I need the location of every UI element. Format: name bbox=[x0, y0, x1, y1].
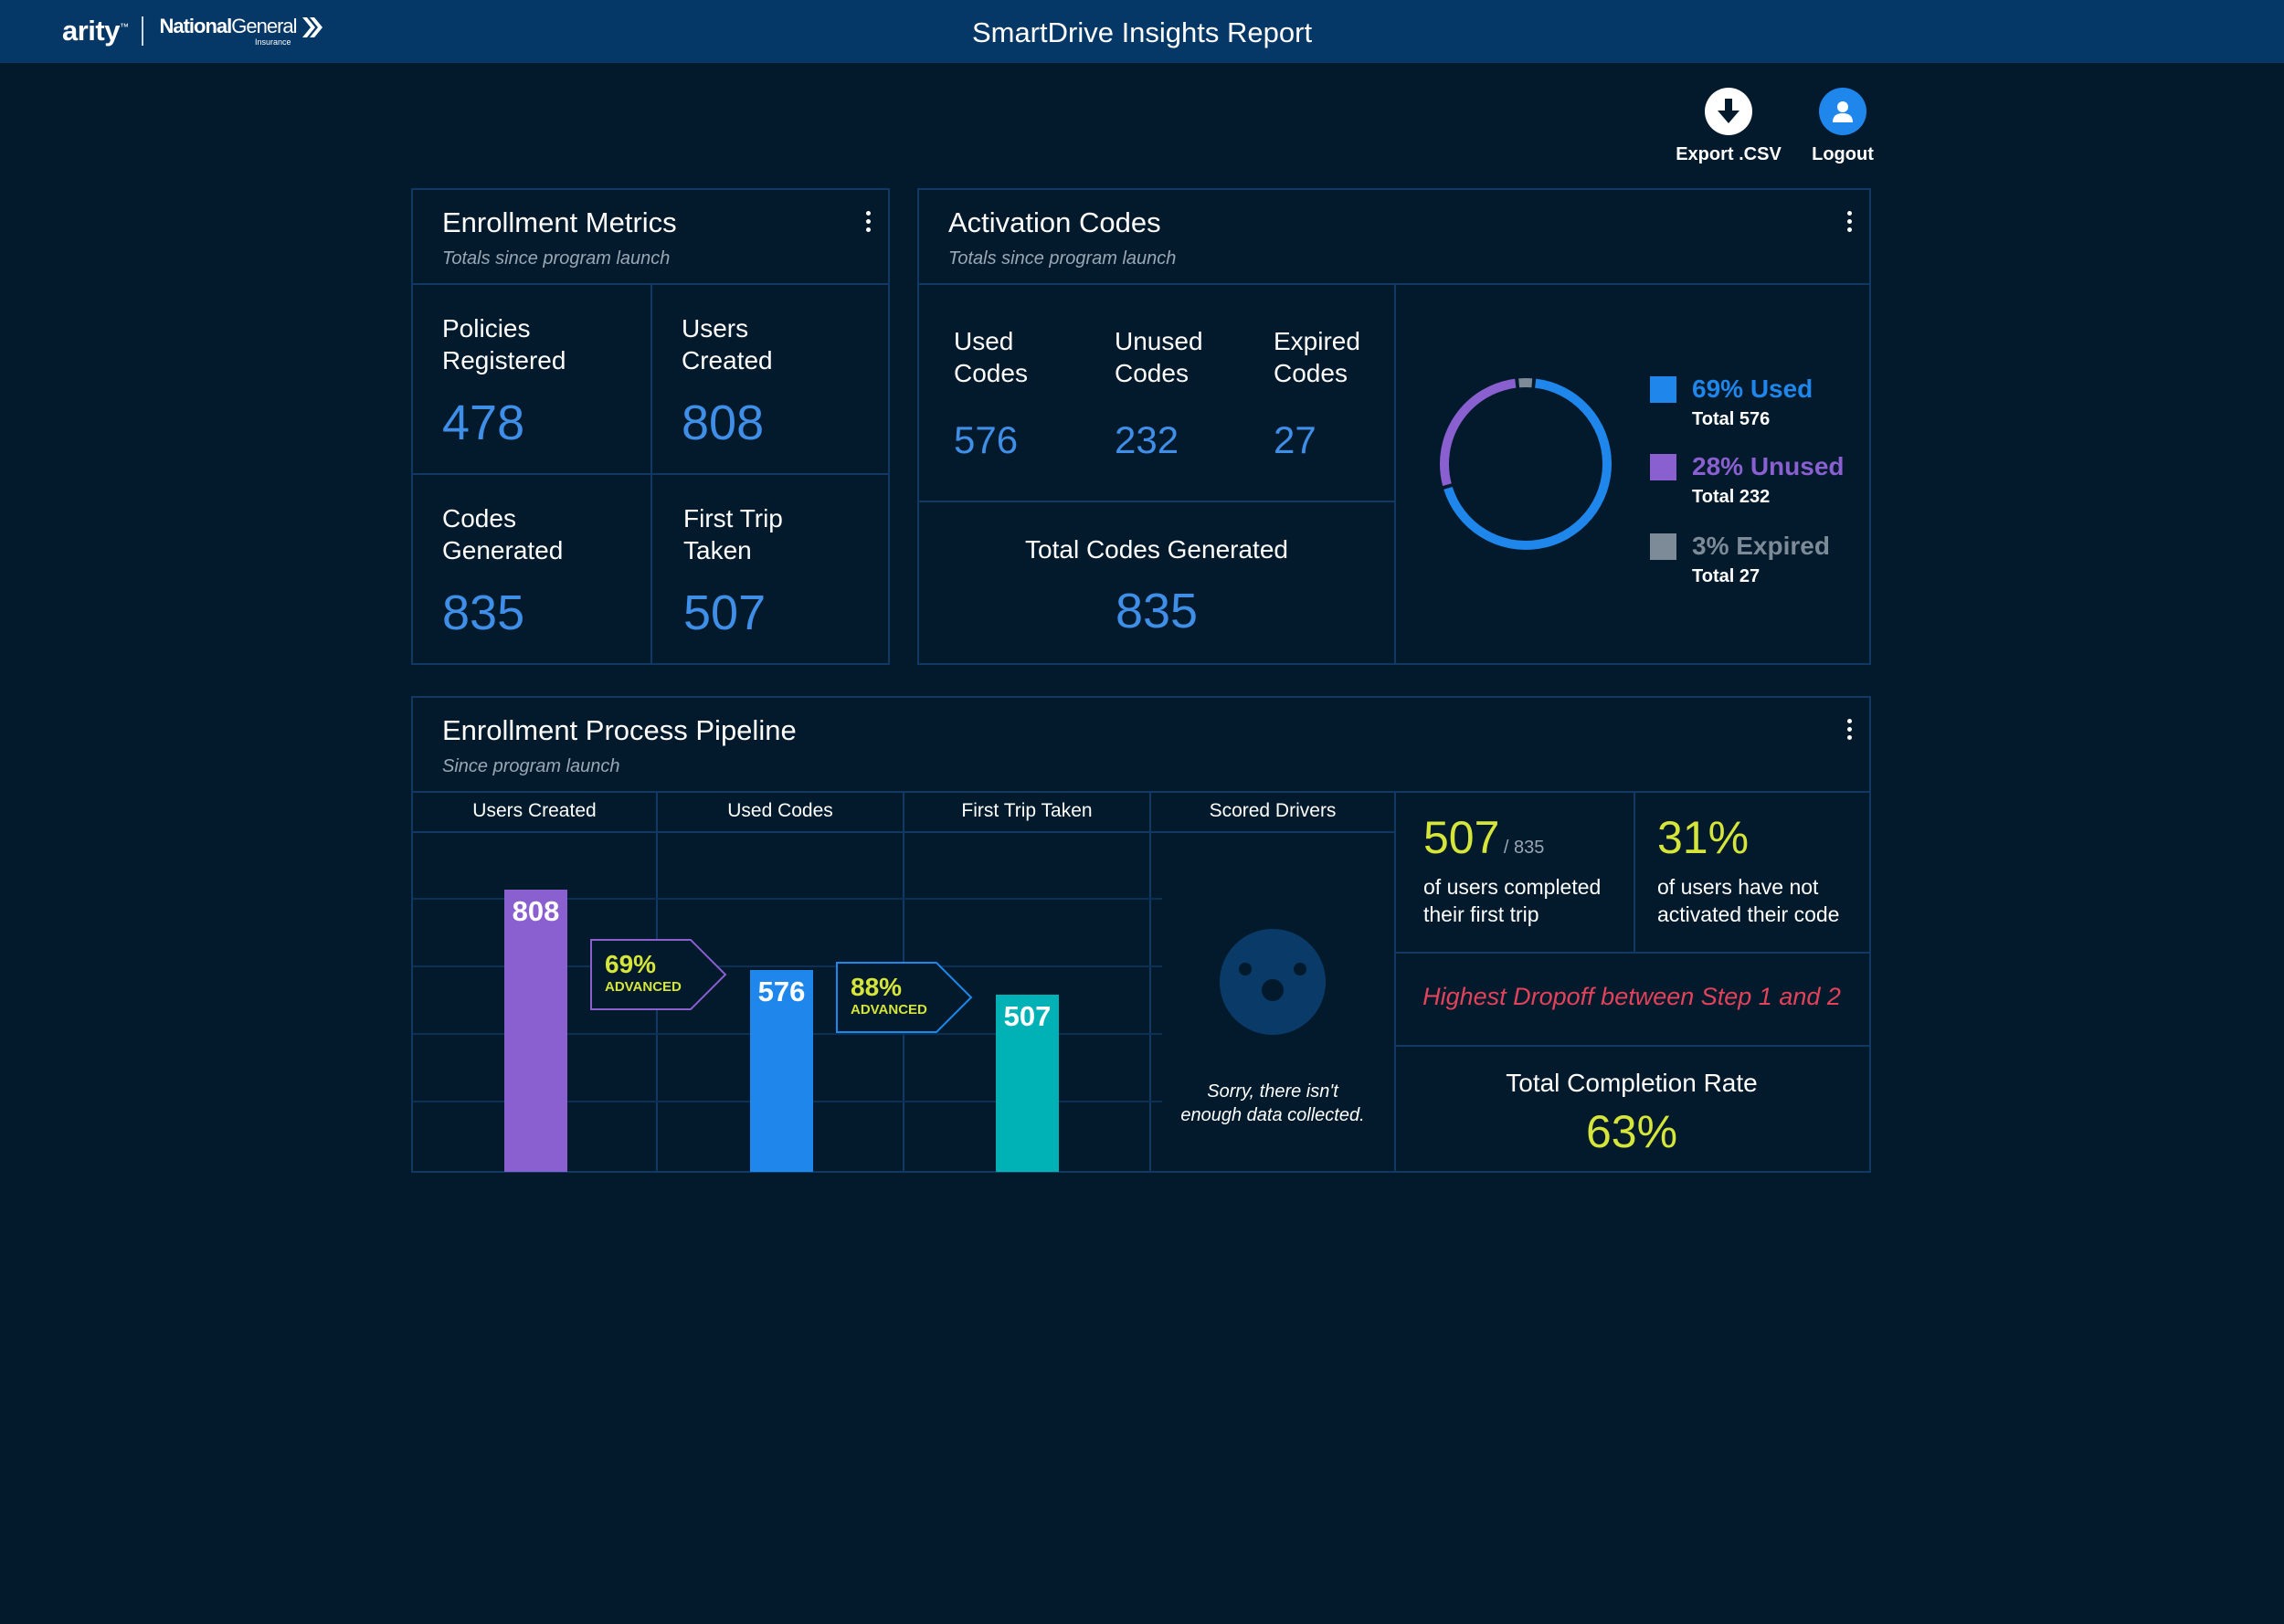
completed-stat: 507 / 835 bbox=[1423, 812, 1545, 863]
bar-users-created bbox=[504, 889, 567, 1172]
code-value: 27 bbox=[1274, 418, 1316, 461]
bar-first-trip-taken bbox=[996, 994, 1059, 1172]
kebab-menu-icon[interactable] bbox=[1840, 208, 1858, 236]
column-header-used-codes: Used Codes bbox=[727, 800, 833, 821]
column-header-users-created: Users Created bbox=[472, 800, 597, 821]
advanced-percent-1: 69% bbox=[605, 950, 657, 978]
metric-value: 507 bbox=[683, 585, 767, 640]
bar-value-label: 576 bbox=[757, 975, 806, 1008]
dropoff-alert: Highest Dropoff between Step 1 and 2 bbox=[1422, 983, 1841, 1010]
completion-rate-label: Total Completion Rate bbox=[1506, 1069, 1758, 1097]
advanced-arrow-icon bbox=[836, 962, 973, 1033]
advanced-percent-2: 88% bbox=[851, 973, 903, 1001]
bar-value-label: 808 bbox=[512, 894, 560, 927]
grid-line bbox=[413, 898, 1162, 900]
activation-codes-panel: Activation Codes Totals since program la… bbox=[917, 188, 1871, 665]
export-csv-button[interactable]: Export .CSV bbox=[1665, 88, 1792, 165]
activation-codes-subtitle: Totals since program launch bbox=[948, 248, 1177, 269]
advanced-arrow-icon bbox=[590, 939, 727, 1010]
kebab-menu-icon[interactable] bbox=[859, 208, 877, 236]
donut-slice-used bbox=[1443, 378, 1612, 550]
codes-donut-chart bbox=[1440, 378, 1612, 550]
metric-value: 808 bbox=[682, 395, 765, 450]
export-csv-label: Export .CSV bbox=[1676, 144, 1782, 164]
bar-used-codes bbox=[750, 970, 813, 1172]
completed-caption: of users completed their first trip bbox=[1423, 875, 1602, 926]
legend-swatch bbox=[1650, 454, 1676, 480]
not-activated-caption: of users have not activated their code bbox=[1657, 875, 1840, 926]
page-title: SmartDrive Insights Report bbox=[971, 16, 1313, 48]
pipeline-title: Enrollment Process Pipeline bbox=[442, 714, 797, 746]
completion-rate-value: 63% bbox=[1585, 1106, 1678, 1157]
total-codes-label: Total Codes Generated bbox=[1025, 535, 1288, 564]
grid-line bbox=[413, 965, 1162, 967]
enrollment-metrics-subtitle: Totals since program launch bbox=[442, 248, 671, 269]
pipeline-subtitle: Since program launch bbox=[442, 756, 620, 776]
legend-swatch bbox=[1650, 533, 1676, 560]
national-general-logo: NationalGeneral Insurance bbox=[159, 14, 297, 47]
code-value: 232 bbox=[1115, 418, 1179, 461]
top-bar: arity™ NationalGeneral Insurance SmartDr… bbox=[0, 0, 2284, 63]
logout-button[interactable]: Logout bbox=[1779, 88, 1907, 165]
advanced-label-2: ADVANCED bbox=[851, 1002, 927, 1018]
metric-value: 478 bbox=[442, 395, 525, 450]
enrollment-metrics-title: Enrollment Metrics bbox=[442, 206, 677, 238]
total-codes-value: 835 bbox=[1115, 584, 1199, 638]
logout-label: Logout bbox=[1812, 144, 1874, 164]
code-value: 576 bbox=[954, 418, 1019, 461]
legend-swatch bbox=[1650, 376, 1676, 403]
user-icon bbox=[1819, 88, 1866, 135]
download-arrow-icon bbox=[1705, 88, 1752, 135]
column-header-first-trip-taken: First Trip Taken bbox=[961, 800, 1093, 821]
logo-divider bbox=[142, 16, 144, 46]
sad-face-icon bbox=[1220, 929, 1326, 1035]
arity-logo: arity™ bbox=[62, 15, 129, 47]
kebab-menu-icon[interactable] bbox=[1840, 716, 1858, 743]
advanced-label-1: ADVANCED bbox=[605, 979, 682, 995]
enrollment-pipeline-panel: Enrollment Process Pipeline Since progra… bbox=[411, 696, 1871, 1173]
bar-value-label: 507 bbox=[1003, 999, 1052, 1032]
enrollment-metrics-panel: Enrollment Metrics Totals since program … bbox=[411, 188, 890, 665]
metric-value: 835 bbox=[442, 585, 525, 640]
donut-slice-unused bbox=[1440, 378, 1517, 486]
brand-logo: arity™ NationalGeneral Insurance bbox=[62, 13, 324, 49]
not-activated-stat: 31% bbox=[1657, 812, 1750, 863]
no-data-message: Sorry, there isn't enough data collected. bbox=[1180, 1081, 1365, 1125]
column-header-scored-drivers: Scored Drivers bbox=[1209, 800, 1337, 821]
chevron-logo-icon bbox=[301, 17, 323, 37]
activation-codes-title: Activation Codes bbox=[948, 206, 1161, 238]
